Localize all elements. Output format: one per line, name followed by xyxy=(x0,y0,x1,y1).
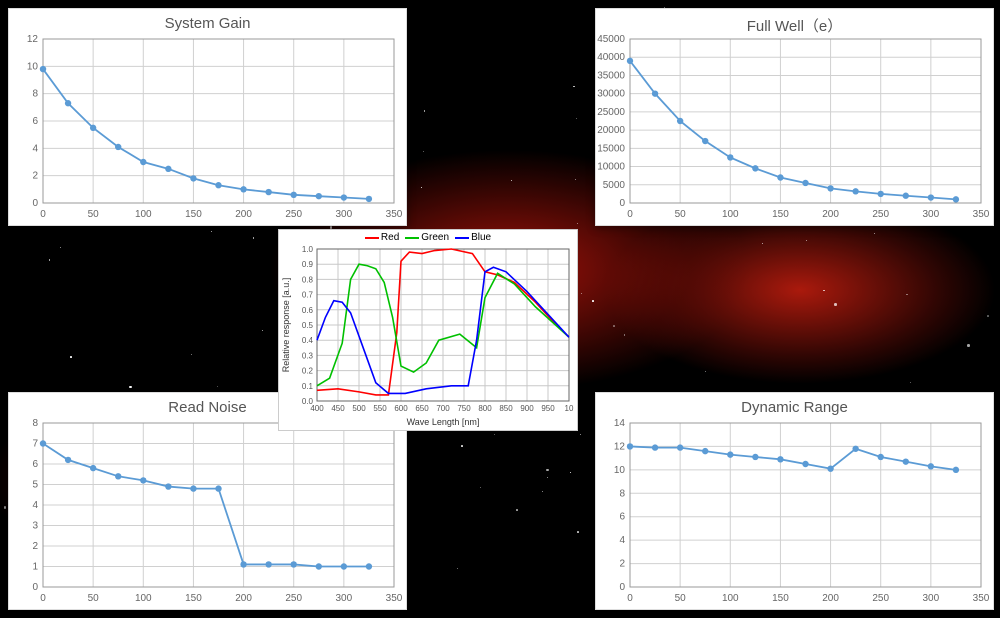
svg-text:5: 5 xyxy=(32,480,38,491)
svg-text:15000: 15000 xyxy=(597,143,625,154)
svg-text:900: 900 xyxy=(520,404,534,413)
svg-text:6: 6 xyxy=(32,116,38,127)
svg-text:12: 12 xyxy=(27,34,39,45)
svg-text:0: 0 xyxy=(627,209,633,220)
svg-text:0: 0 xyxy=(32,582,38,593)
svg-text:0.4: 0.4 xyxy=(302,336,314,345)
svg-text:Wave Length [nm]: Wave Length [nm] xyxy=(407,417,480,427)
svg-text:Relative response [a.u.]: Relative response [a.u.] xyxy=(281,278,291,373)
svg-text:4: 4 xyxy=(32,143,38,154)
svg-text:850: 850 xyxy=(499,404,513,413)
spectral-legend: RedGreenBlue xyxy=(279,230,577,245)
svg-text:200: 200 xyxy=(235,593,252,604)
svg-text:100: 100 xyxy=(722,209,739,220)
svg-text:50: 50 xyxy=(88,593,100,604)
svg-text:350: 350 xyxy=(386,209,403,220)
svg-text:10: 10 xyxy=(27,61,39,72)
svg-text:650: 650 xyxy=(415,404,429,413)
svg-text:950: 950 xyxy=(541,404,555,413)
chart-title: System Gain xyxy=(9,15,406,32)
svg-text:0.8: 0.8 xyxy=(302,275,314,284)
svg-text:250: 250 xyxy=(872,593,889,604)
svg-text:100: 100 xyxy=(135,593,152,604)
svg-text:10: 10 xyxy=(565,404,574,413)
svg-text:300: 300 xyxy=(923,209,940,220)
svg-text:150: 150 xyxy=(772,593,789,604)
svg-text:4: 4 xyxy=(619,535,625,546)
svg-text:6: 6 xyxy=(32,459,38,470)
svg-text:4: 4 xyxy=(32,500,38,511)
svg-text:350: 350 xyxy=(973,209,990,220)
svg-text:550: 550 xyxy=(373,404,387,413)
dynamic-range-chart: Dynamic Range 0 2 4 6 8 10 12 14 0 50 100 150 200 250… xyxy=(595,392,994,610)
svg-text:35000: 35000 xyxy=(597,70,625,81)
svg-text:0.9: 0.9 xyxy=(302,260,314,269)
svg-text:450: 450 xyxy=(331,404,345,413)
svg-text:20000: 20000 xyxy=(597,125,625,136)
svg-text:700: 700 xyxy=(436,404,450,413)
svg-text:250: 250 xyxy=(872,209,889,220)
svg-text:1: 1 xyxy=(32,562,38,573)
svg-text:25000: 25000 xyxy=(597,107,625,118)
svg-text:300: 300 xyxy=(336,209,353,220)
svg-text:50: 50 xyxy=(675,593,687,604)
svg-text:0.1: 0.1 xyxy=(302,382,314,391)
svg-text:2: 2 xyxy=(32,171,38,182)
svg-text:200: 200 xyxy=(822,593,839,604)
svg-text:0.6: 0.6 xyxy=(302,306,314,315)
chart-title: Dynamic Range xyxy=(596,399,993,416)
svg-text:750: 750 xyxy=(457,404,471,413)
svg-text:100: 100 xyxy=(722,593,739,604)
svg-text:350: 350 xyxy=(973,593,990,604)
svg-text:150: 150 xyxy=(185,209,202,220)
svg-text:0: 0 xyxy=(619,582,625,593)
svg-text:14: 14 xyxy=(614,418,626,429)
svg-text:350: 350 xyxy=(386,593,403,604)
svg-text:2: 2 xyxy=(619,559,625,570)
svg-text:8: 8 xyxy=(32,418,38,429)
svg-text:0.7: 0.7 xyxy=(302,291,314,300)
svg-text:0.5: 0.5 xyxy=(302,321,314,330)
svg-text:6: 6 xyxy=(619,512,625,523)
svg-text:50: 50 xyxy=(88,209,100,220)
full-well-chart: Full Well（e） 0 5000 10000 15000 20000 25000 30… xyxy=(595,8,994,226)
svg-text:8: 8 xyxy=(32,89,38,100)
svg-text:0: 0 xyxy=(32,198,38,209)
spectral-response-chart: RedGreenBlue0.00.10.20.30.40.50.60.70.80… xyxy=(278,229,578,431)
svg-text:600: 600 xyxy=(394,404,408,413)
svg-text:10000: 10000 xyxy=(597,162,625,173)
svg-text:250: 250 xyxy=(285,593,302,604)
svg-text:10: 10 xyxy=(614,465,626,476)
svg-text:800: 800 xyxy=(478,404,492,413)
svg-text:0: 0 xyxy=(619,198,625,209)
svg-text:400: 400 xyxy=(310,404,324,413)
svg-text:150: 150 xyxy=(772,209,789,220)
svg-text:1.0: 1.0 xyxy=(302,245,314,254)
svg-text:12: 12 xyxy=(614,441,626,452)
svg-text:0: 0 xyxy=(40,209,46,220)
system-gain-chart: System Gain 0 2 4 6 8 10 12 0 50 100 150 200 250 300 3… xyxy=(8,8,407,226)
svg-text:2: 2 xyxy=(32,541,38,552)
svg-text:50: 50 xyxy=(675,209,687,220)
svg-text:250: 250 xyxy=(285,209,302,220)
chart-title: Full Well（e） xyxy=(596,15,993,36)
svg-text:3: 3 xyxy=(32,521,38,532)
svg-text:8: 8 xyxy=(619,488,625,499)
svg-text:100: 100 xyxy=(135,209,152,220)
svg-text:200: 200 xyxy=(235,209,252,220)
svg-text:150: 150 xyxy=(185,593,202,604)
svg-text:30000: 30000 xyxy=(597,89,625,100)
svg-text:300: 300 xyxy=(923,593,940,604)
svg-text:5000: 5000 xyxy=(603,180,626,191)
svg-text:200: 200 xyxy=(822,209,839,220)
svg-text:7: 7 xyxy=(32,439,38,450)
svg-text:0.3: 0.3 xyxy=(302,351,314,360)
svg-text:500: 500 xyxy=(352,404,366,413)
svg-text:0: 0 xyxy=(40,593,46,604)
svg-text:0: 0 xyxy=(627,593,633,604)
svg-text:40000: 40000 xyxy=(597,52,625,63)
svg-text:0.2: 0.2 xyxy=(302,367,314,376)
svg-text:300: 300 xyxy=(336,593,353,604)
